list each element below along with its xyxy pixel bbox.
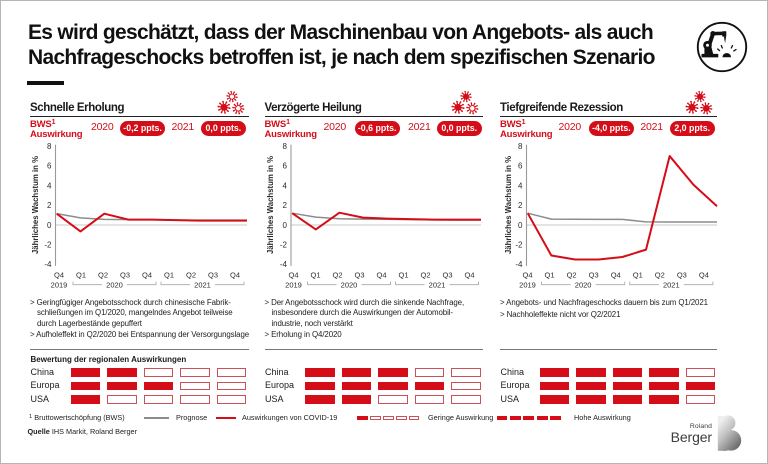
svg-text:Q4: Q4 bbox=[522, 270, 532, 279]
svg-text:Q1: Q1 bbox=[633, 270, 643, 279]
svg-text:Q4: Q4 bbox=[699, 270, 709, 279]
svg-text:Q3: Q3 bbox=[120, 270, 130, 279]
svg-text:2019: 2019 bbox=[51, 281, 68, 290]
svg-text:Q2: Q2 bbox=[567, 270, 577, 279]
svg-text:6: 6 bbox=[47, 162, 52, 171]
svg-text:4: 4 bbox=[518, 181, 523, 190]
svg-text:-4: -4 bbox=[44, 260, 52, 269]
svg-text:Q4: Q4 bbox=[54, 270, 64, 279]
svg-text:Q1: Q1 bbox=[310, 270, 320, 279]
svg-text:Q4: Q4 bbox=[464, 270, 474, 279]
svg-text:Q1: Q1 bbox=[76, 270, 86, 279]
svg-text:Q3: Q3 bbox=[589, 270, 599, 279]
svg-text:2019: 2019 bbox=[285, 281, 302, 290]
svg-text:8: 8 bbox=[47, 142, 52, 151]
svg-text:Q4: Q4 bbox=[611, 270, 621, 279]
svg-text:Q4: Q4 bbox=[376, 270, 386, 279]
svg-text:Q2: Q2 bbox=[420, 270, 430, 279]
svg-text:Q3: Q3 bbox=[208, 270, 218, 279]
svg-text:Q1: Q1 bbox=[164, 270, 174, 279]
svg-text:Q1: Q1 bbox=[545, 270, 555, 279]
svg-text:Q2: Q2 bbox=[186, 270, 196, 279]
svg-text:0: 0 bbox=[283, 221, 288, 230]
svg-text:2021: 2021 bbox=[194, 281, 211, 290]
svg-text:2020: 2020 bbox=[341, 281, 358, 290]
svg-text:Q2: Q2 bbox=[655, 270, 665, 279]
svg-text:-4: -4 bbox=[280, 260, 288, 269]
svg-text:4: 4 bbox=[47, 181, 52, 190]
svg-text:0: 0 bbox=[518, 221, 523, 230]
svg-text:6: 6 bbox=[283, 162, 288, 171]
svg-text:2020: 2020 bbox=[575, 281, 592, 290]
svg-text:2021: 2021 bbox=[429, 281, 446, 290]
svg-text:Q4: Q4 bbox=[288, 270, 298, 279]
svg-text:2020: 2020 bbox=[106, 281, 123, 290]
svg-text:2: 2 bbox=[283, 201, 288, 210]
svg-text:8: 8 bbox=[283, 142, 288, 151]
svg-text:2: 2 bbox=[47, 201, 52, 210]
svg-text:-2: -2 bbox=[280, 241, 288, 250]
svg-text:Q4: Q4 bbox=[230, 270, 240, 279]
svg-text:-2: -2 bbox=[44, 241, 52, 250]
svg-text:2: 2 bbox=[518, 201, 523, 210]
svg-text:2021: 2021 bbox=[663, 281, 680, 290]
svg-text:0: 0 bbox=[47, 221, 52, 230]
svg-text:Q2: Q2 bbox=[332, 270, 342, 279]
svg-text:Q2: Q2 bbox=[98, 270, 108, 279]
svg-text:2019: 2019 bbox=[519, 281, 536, 290]
svg-text:-2: -2 bbox=[515, 241, 523, 250]
svg-text:6: 6 bbox=[518, 162, 523, 171]
svg-text:Q3: Q3 bbox=[442, 270, 452, 279]
svg-text:4: 4 bbox=[283, 181, 288, 190]
svg-text:Q1: Q1 bbox=[398, 270, 408, 279]
svg-text:Q4: Q4 bbox=[142, 270, 152, 279]
svg-text:-4: -4 bbox=[515, 260, 523, 269]
svg-text:Q3: Q3 bbox=[677, 270, 687, 279]
svg-text:Q3: Q3 bbox=[354, 270, 364, 279]
svg-text:8: 8 bbox=[518, 142, 523, 151]
